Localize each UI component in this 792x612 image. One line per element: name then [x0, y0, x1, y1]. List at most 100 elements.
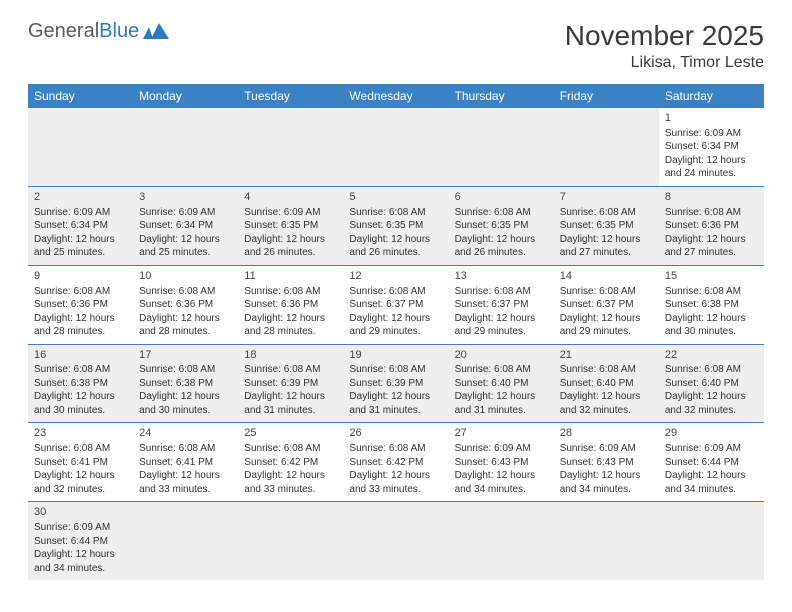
calendar-cell: 10Sunrise: 6:08 AMSunset: 6:36 PMDayligh… — [133, 265, 238, 344]
calendar-week-row: 1Sunrise: 6:09 AMSunset: 6:34 PMDaylight… — [28, 108, 764, 186]
cell-line-d1: Daylight: 12 hours — [34, 390, 127, 404]
day-header: Sunday — [28, 84, 133, 108]
day-number: 18 — [244, 348, 337, 363]
cell-line-sunrise: Sunrise: 6:09 AM — [244, 206, 337, 220]
cell-line-d2: and 33 minutes. — [349, 483, 442, 497]
cell-line-sunrise: Sunrise: 6:08 AM — [560, 285, 653, 299]
cell-line-sunrise: Sunrise: 6:08 AM — [349, 442, 442, 456]
cell-line-sunrise: Sunrise: 6:09 AM — [139, 206, 232, 220]
calendar-cell: 3Sunrise: 6:09 AMSunset: 6:34 PMDaylight… — [133, 186, 238, 265]
calendar-cell — [238, 108, 343, 186]
cell-line-sunrise: Sunrise: 6:08 AM — [665, 363, 758, 377]
calendar-cell: 9Sunrise: 6:08 AMSunset: 6:36 PMDaylight… — [28, 265, 133, 344]
calendar-cell: 4Sunrise: 6:09 AMSunset: 6:35 PMDaylight… — [238, 186, 343, 265]
cell-line-d2: and 28 minutes. — [139, 325, 232, 339]
calendar-cell: 15Sunrise: 6:08 AMSunset: 6:38 PMDayligh… — [659, 265, 764, 344]
cell-line-sunrise: Sunrise: 6:08 AM — [665, 285, 758, 299]
cell-line-sunrise: Sunrise: 6:08 AM — [139, 363, 232, 377]
cell-line-d1: Daylight: 12 hours — [665, 469, 758, 483]
cell-line-sunrise: Sunrise: 6:08 AM — [455, 206, 548, 220]
day-number: 1 — [665, 111, 758, 126]
calendar-cell: 14Sunrise: 6:08 AMSunset: 6:37 PMDayligh… — [554, 265, 659, 344]
cell-line-sunrise: Sunrise: 6:08 AM — [560, 206, 653, 220]
title-block: November 2025 Likisa, Timor Leste — [565, 20, 764, 72]
cell-line-sunset: Sunset: 6:39 PM — [349, 377, 442, 391]
page: GeneralBlue November 2025 Likisa, Timor … — [0, 0, 792, 600]
cell-line-sunset: Sunset: 6:35 PM — [244, 219, 337, 233]
day-number: 8 — [665, 190, 758, 205]
cell-line-sunset: Sunset: 6:42 PM — [244, 456, 337, 470]
cell-line-d2: and 26 minutes. — [349, 246, 442, 260]
day-header: Monday — [133, 84, 238, 108]
calendar-cell: 30Sunrise: 6:09 AMSunset: 6:44 PMDayligh… — [28, 502, 133, 580]
day-number: 10 — [139, 269, 232, 284]
cell-line-sunrise: Sunrise: 6:08 AM — [34, 285, 127, 299]
cell-line-sunrise: Sunrise: 6:08 AM — [455, 285, 548, 299]
cell-line-d1: Daylight: 12 hours — [34, 469, 127, 483]
calendar-cell: 11Sunrise: 6:08 AMSunset: 6:36 PMDayligh… — [238, 265, 343, 344]
cell-line-d1: Daylight: 12 hours — [244, 233, 337, 247]
calendar-cell: 21Sunrise: 6:08 AMSunset: 6:40 PMDayligh… — [554, 344, 659, 423]
cell-line-d2: and 34 minutes. — [455, 483, 548, 497]
cell-line-d1: Daylight: 12 hours — [455, 233, 548, 247]
day-number: 11 — [244, 269, 337, 284]
cell-line-sunset: Sunset: 6:37 PM — [560, 298, 653, 312]
cell-line-sunset: Sunset: 6:39 PM — [244, 377, 337, 391]
cell-line-d1: Daylight: 12 hours — [455, 312, 548, 326]
cell-line-d1: Daylight: 12 hours — [244, 312, 337, 326]
cell-line-sunrise: Sunrise: 6:08 AM — [349, 206, 442, 220]
cell-line-d2: and 27 minutes. — [560, 246, 653, 260]
calendar-week-row: 9Sunrise: 6:08 AMSunset: 6:36 PMDaylight… — [28, 265, 764, 344]
cell-line-d2: and 32 minutes. — [665, 404, 758, 418]
day-header: Thursday — [449, 84, 554, 108]
cell-line-sunset: Sunset: 6:37 PM — [455, 298, 548, 312]
location: Likisa, Timor Leste — [565, 54, 764, 72]
calendar-cell — [238, 502, 343, 580]
calendar-cell — [554, 108, 659, 186]
day-number: 25 — [244, 426, 337, 441]
cell-line-sunrise: Sunrise: 6:09 AM — [665, 442, 758, 456]
calendar-cell: 25Sunrise: 6:08 AMSunset: 6:42 PMDayligh… — [238, 423, 343, 502]
day-number: 9 — [34, 269, 127, 284]
cell-line-sunset: Sunset: 6:38 PM — [34, 377, 127, 391]
cell-line-d1: Daylight: 12 hours — [244, 390, 337, 404]
calendar-cell: 6Sunrise: 6:08 AMSunset: 6:35 PMDaylight… — [449, 186, 554, 265]
cell-line-sunrise: Sunrise: 6:08 AM — [244, 285, 337, 299]
cell-line-sunset: Sunset: 6:40 PM — [455, 377, 548, 391]
cell-line-sunset: Sunset: 6:36 PM — [244, 298, 337, 312]
logo-flag-icon — [143, 23, 169, 41]
cell-line-d1: Daylight: 12 hours — [139, 233, 232, 247]
day-number: 30 — [34, 505, 127, 520]
cell-line-d2: and 32 minutes. — [560, 404, 653, 418]
calendar-cell — [343, 502, 448, 580]
cell-line-d2: and 28 minutes. — [244, 325, 337, 339]
cell-line-d2: and 26 minutes. — [244, 246, 337, 260]
cell-line-sunset: Sunset: 6:34 PM — [139, 219, 232, 233]
cell-line-d2: and 30 minutes. — [34, 404, 127, 418]
calendar-cell: 17Sunrise: 6:08 AMSunset: 6:38 PMDayligh… — [133, 344, 238, 423]
cell-line-d1: Daylight: 12 hours — [139, 469, 232, 483]
cell-line-d1: Daylight: 12 hours — [34, 233, 127, 247]
cell-line-d2: and 26 minutes. — [455, 246, 548, 260]
cell-line-d1: Daylight: 12 hours — [560, 469, 653, 483]
calendar-week-row: 30Sunrise: 6:09 AMSunset: 6:44 PMDayligh… — [28, 502, 764, 580]
cell-line-sunset: Sunset: 6:35 PM — [349, 219, 442, 233]
cell-line-d2: and 29 minutes. — [349, 325, 442, 339]
cell-line-sunrise: Sunrise: 6:09 AM — [34, 521, 127, 535]
cell-line-sunrise: Sunrise: 6:08 AM — [34, 442, 127, 456]
cell-line-sunset: Sunset: 6:37 PM — [349, 298, 442, 312]
cell-line-sunrise: Sunrise: 6:08 AM — [560, 363, 653, 377]
cell-line-d2: and 32 minutes. — [34, 483, 127, 497]
cell-line-sunset: Sunset: 6:36 PM — [34, 298, 127, 312]
cell-line-sunrise: Sunrise: 6:08 AM — [139, 442, 232, 456]
calendar-table: SundayMondayTuesdayWednesdayThursdayFrid… — [28, 84, 764, 580]
day-header-row: SundayMondayTuesdayWednesdayThursdayFrid… — [28, 84, 764, 108]
day-number: 17 — [139, 348, 232, 363]
cell-line-sunset: Sunset: 6:40 PM — [665, 377, 758, 391]
cell-line-sunrise: Sunrise: 6:08 AM — [455, 363, 548, 377]
cell-line-sunrise: Sunrise: 6:09 AM — [34, 206, 127, 220]
day-number: 27 — [455, 426, 548, 441]
cell-line-d2: and 33 minutes. — [244, 483, 337, 497]
cell-line-d2: and 24 minutes. — [665, 167, 758, 181]
cell-line-sunset: Sunset: 6:34 PM — [34, 219, 127, 233]
